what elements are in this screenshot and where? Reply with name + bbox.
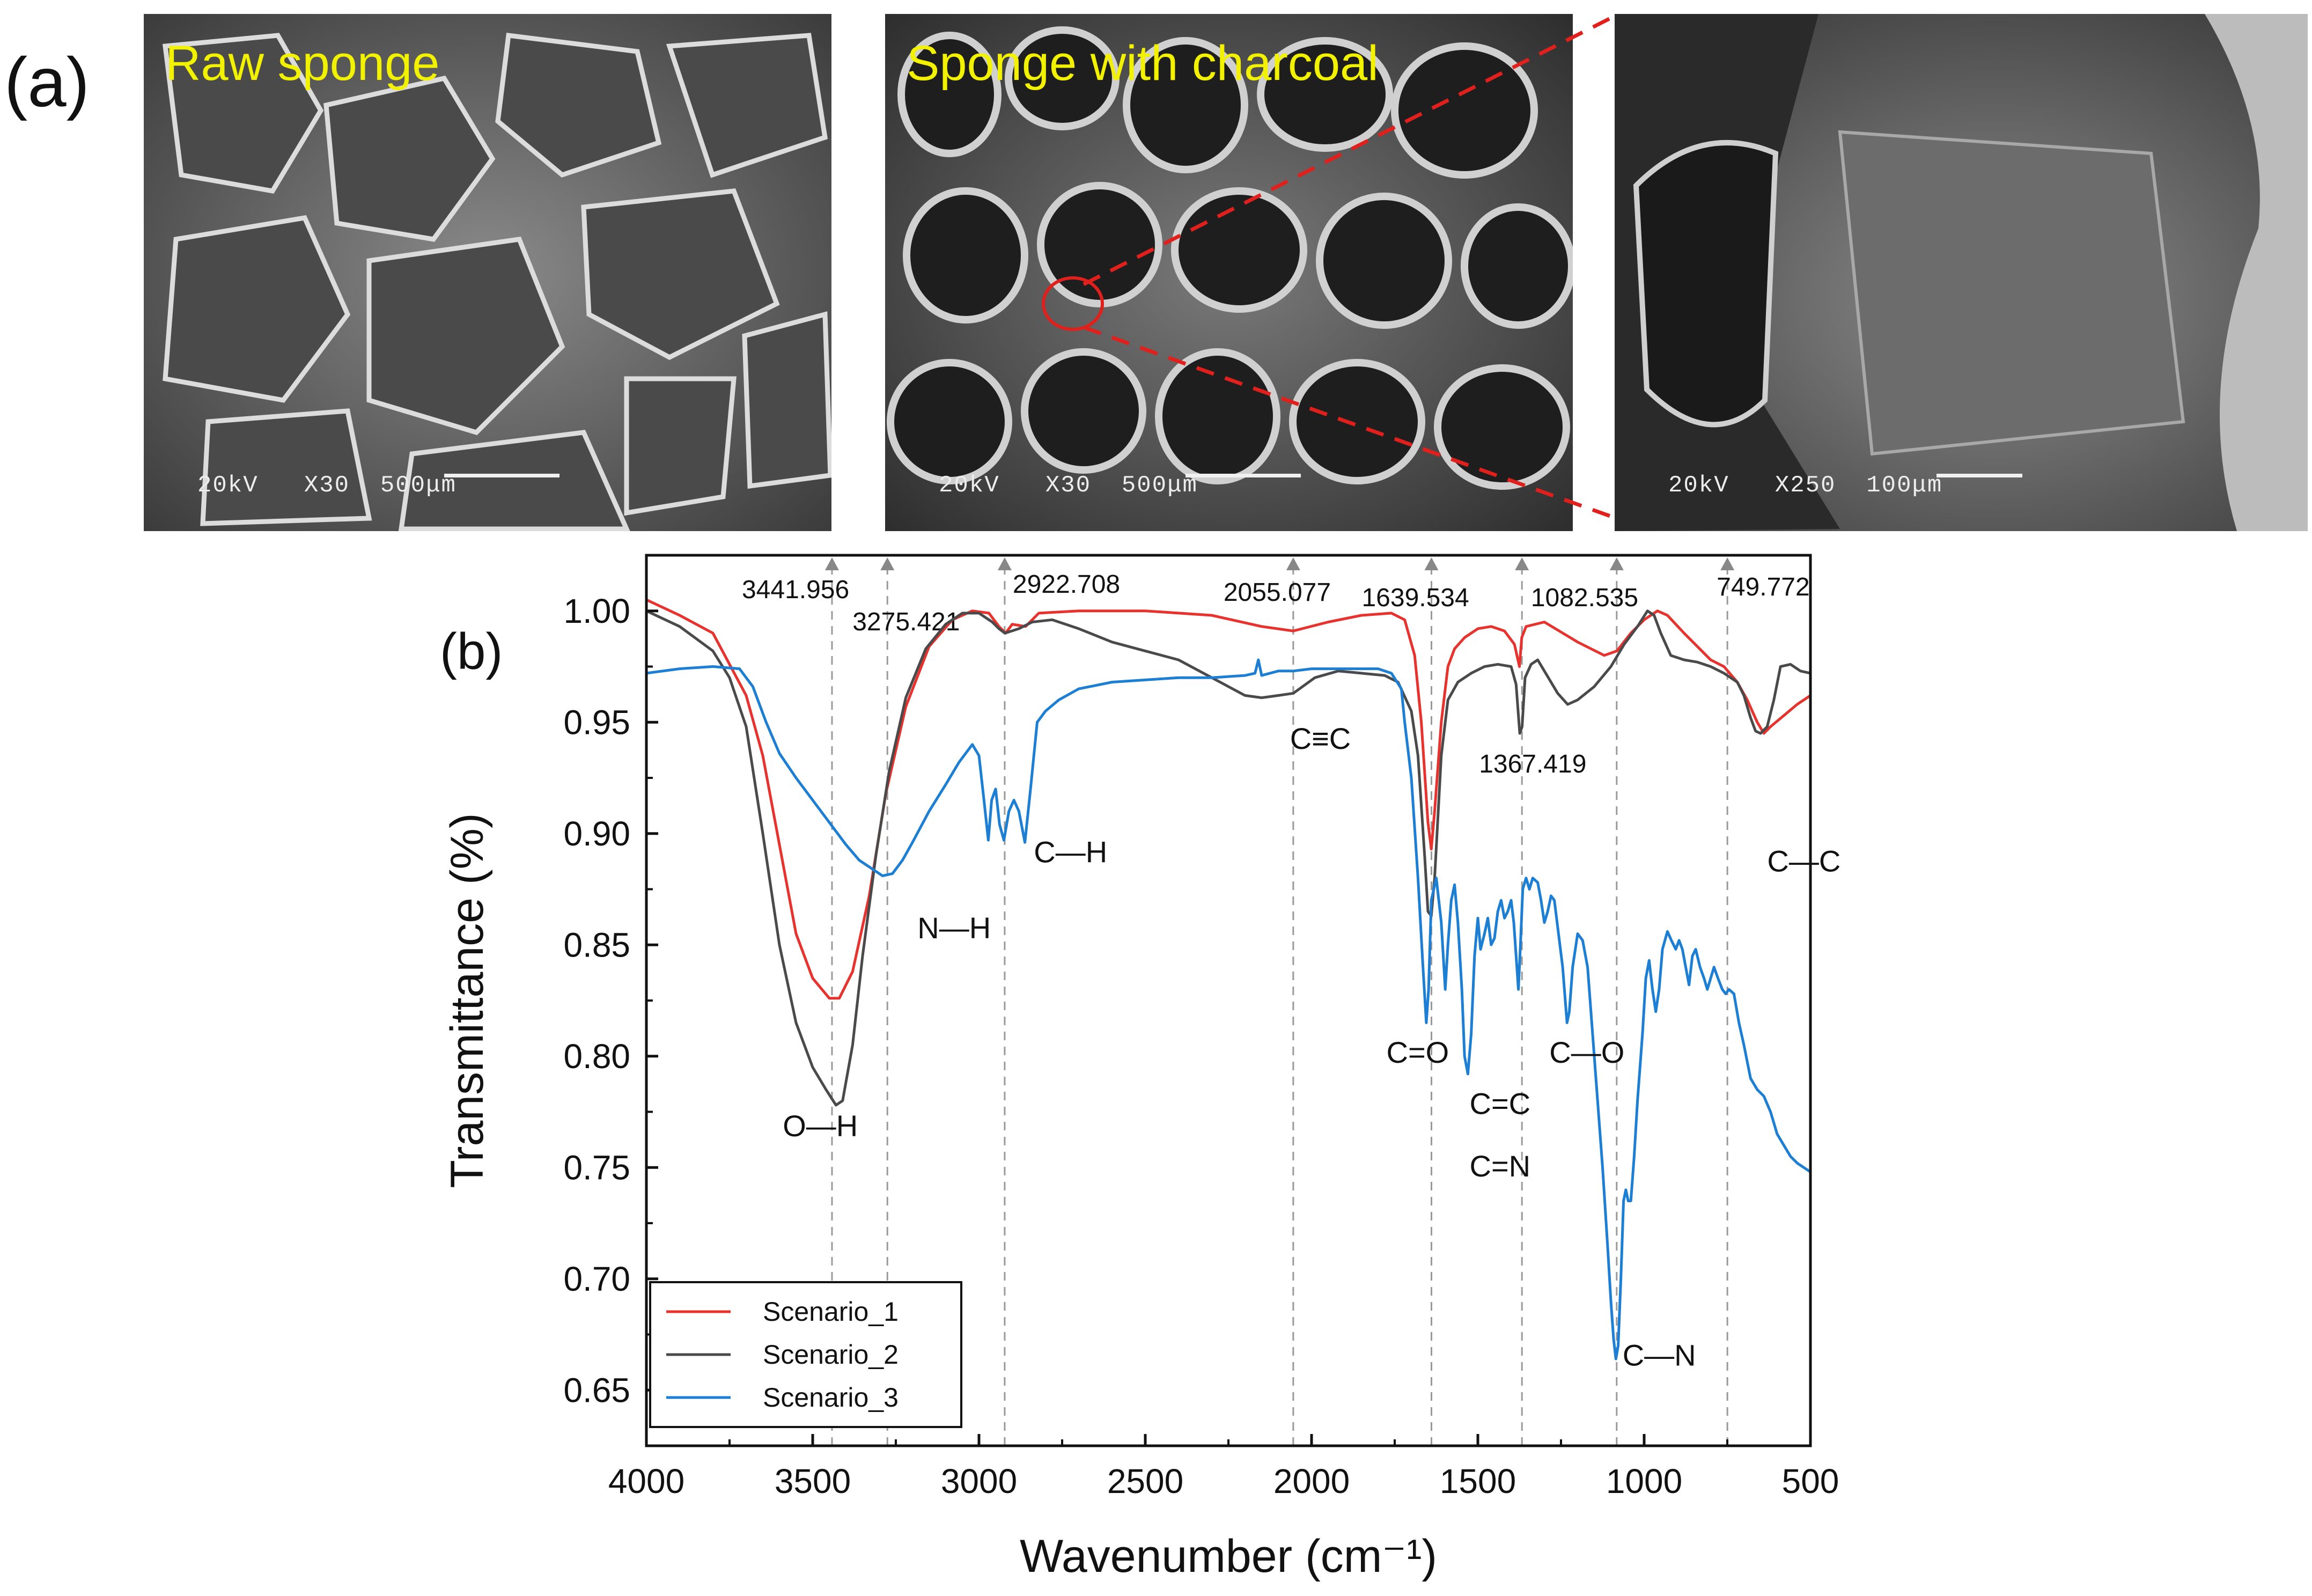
series-line-2 [645,609,1811,1107]
series-line-3 [646,658,1812,1360]
bond-label: O—H [783,1109,858,1143]
peak-label: 3441.956 [742,576,849,604]
y-tick-label: 0.85 [563,925,630,964]
sem-info-zoom: 20kV X250 100μm [1668,472,1943,499]
bond-label: C—N [1623,1338,1696,1372]
sem-title-raw-sponge: Raw sponge [165,36,440,91]
scalebar-zoom [1937,474,2022,477]
panel-b-label: (b) [440,623,503,680]
x-tick-label: 3000 [941,1462,1017,1501]
x-tick-label: 1000 [1606,1462,1682,1501]
peak-marker-arrow [1609,557,1624,570]
x-tick-label: 500 [1782,1462,1839,1501]
sem-info-raw: 20kV X30 500μm [197,472,456,499]
series-line-1 [645,598,1812,1000]
peak-label: 1639.534 [1361,584,1469,612]
x-tick-label: 2500 [1107,1462,1183,1501]
y-axis-title: Transmittance (%) [441,813,493,1188]
peak-marker-arrow [824,557,839,570]
legend-entry: Scenario_3 [763,1382,899,1413]
peak-marker-arrow [997,557,1012,570]
panel-a-label: (a) [4,43,90,121]
bond-label: N—H [917,911,991,945]
legend-entry: Scenario_1 [763,1297,899,1327]
bond-label: C≡C [1290,722,1351,755]
bond-label: C=C [1470,1087,1531,1121]
x-tick-label: 3500 [775,1462,851,1501]
peak-marker-arrow [880,557,895,570]
bond-label: C=O [1387,1035,1449,1069]
peak-marker-arrow [1515,557,1529,570]
bond-label: C=N [1470,1149,1531,1183]
peak-marker-arrow [1720,557,1735,570]
bond-label: C—H [1034,835,1107,869]
zoom-circle [1042,276,1104,331]
peak-label: 2922.708 [1013,570,1120,599]
peak-marker-arrow [1286,557,1300,570]
x-tick-label: 2000 [1273,1462,1350,1501]
y-tick-label: 0.80 [563,1037,630,1076]
sem-texture-raw [144,14,831,531]
legend-entry: Scenario_2 [763,1340,899,1370]
peak-label: 2055.077 [1224,578,1331,607]
y-tick-label: 1.00 [563,592,630,630]
peak-marker-arrow [1424,557,1439,570]
y-tick-label: 0.75 [563,1148,630,1187]
y-tick-label: 0.70 [563,1260,630,1298]
x-tick-label: 4000 [608,1462,684,1501]
peak-label: 1367.419 [1479,750,1586,778]
bond-label: C—C [1767,844,1840,878]
peak-label: 3275.421 [852,608,960,636]
y-tick-label: 0.65 [563,1371,630,1409]
peak-label: 1082.535 [1531,584,1638,612]
y-tick-label: 0.95 [563,703,630,741]
x-axis-title: Wavenumber (cm⁻¹) [1020,1531,1437,1582]
sem-texture-zoom [1615,14,2308,531]
sem-image-zoomed-detail: 20kV X250 100μm [1615,14,2308,531]
y-tick-label: 0.90 [563,814,630,853]
bond-label: C—O [1549,1035,1624,1069]
sem-image-raw-sponge: Raw sponge 20kV X30 500μm [144,14,831,531]
peak-label: 749.772 [1717,573,1810,601]
scalebar-raw [444,474,559,477]
x-tick-label: 1500 [1440,1462,1516,1501]
